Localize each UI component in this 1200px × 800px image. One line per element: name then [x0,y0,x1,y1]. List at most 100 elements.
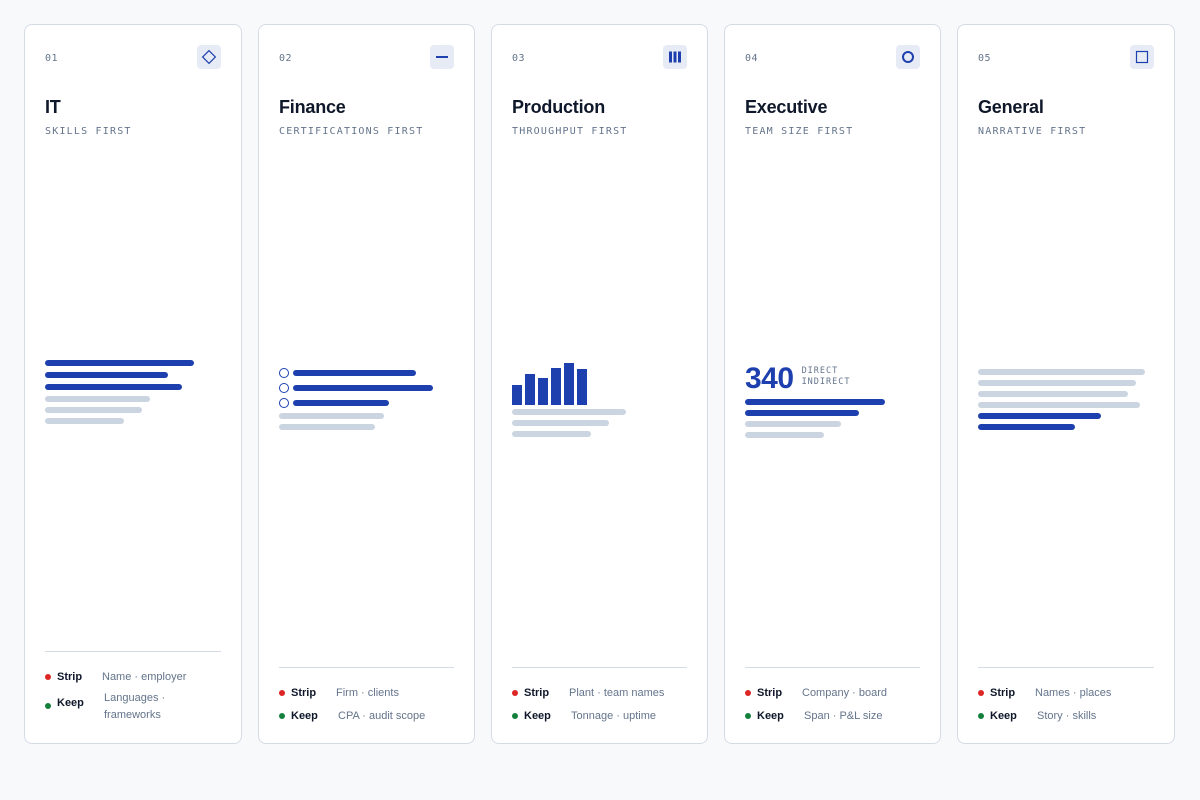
keep-value-line: Languages · [104,692,166,704]
strip-label: Strip [57,671,83,683]
metric-labels: DIRECT INDIRECT [802,366,851,388]
strip-label: Strip [524,687,550,699]
metric-label-indirect: INDIRECT [801,377,851,387]
bar [512,409,626,415]
card-finance[interactable]: 02 Finance CERTIFICATIONS FIRST Strip Fi… [258,24,475,744]
keep-value: Tonnage · uptime [571,710,656,722]
columns-icon [663,45,687,69]
keep-value-line: frameworks [104,709,161,721]
keep-dot-icon [512,713,518,719]
strip-dot-icon [45,674,51,680]
card-footer: Strip Firm · clients Keep CPA · audit sc… [279,667,454,724]
strip-value: Name · employer [102,671,187,683]
card-number: 04 [745,53,759,64]
strip-dot-icon [978,690,984,696]
strip-row: Strip Plant · team names [512,685,687,701]
strip-row: Strip Names · places [978,685,1154,701]
bar [745,399,885,405]
bar [279,424,375,430]
radio-circle-icon [279,398,289,408]
keep-dot-icon [978,713,984,719]
bar [293,385,433,391]
keep-value: Languages · frameworks [104,690,165,724]
radio-circle-icon [279,368,289,378]
column [577,369,587,405]
bar [978,380,1136,386]
team-size-visual: 340 DIRECT INDIRECT [745,364,920,443]
bar [745,432,824,438]
strip-value: Names · places [1035,687,1112,699]
card-footer: Strip Names · places Keep Story · skills [978,667,1154,724]
bar [45,407,142,413]
metric-label-direct: DIRECT [801,366,839,376]
card-executive[interactable]: 04 Executive TEAM SIZE FIRST 340 DIRECT … [724,24,941,744]
bar [512,431,591,437]
strip-label: Strip [291,687,317,699]
card-title: Executive [745,97,828,117]
card-it[interactable]: 01 IT SKILLS FIRST Strip Name · employer… [24,24,242,744]
keep-label: Keep [291,710,318,722]
skills-bars-visual [45,360,221,429]
card-footer: Strip Plant · team names Keep Tonnage · … [512,667,687,724]
card-row: 01 IT SKILLS FIRST Strip Name · employer… [24,24,1175,744]
card-general[interactable]: 05 General NARRATIVE FIRST Strip Names ·… [957,24,1175,744]
card-title: General [978,97,1044,117]
card-subtitle: CERTIFICATIONS FIRST [279,126,424,137]
card-subtitle: SKILLS FIRST [45,126,132,137]
strip-value: Firm · clients [336,687,399,699]
narrative-bars-visual [978,369,1154,436]
bar [978,391,1128,397]
strip-value: Plant · team names [569,687,665,699]
diamond-icon [197,45,221,69]
square-icon [1130,45,1154,69]
keep-label: Keep [990,710,1017,722]
bar [45,396,150,402]
keep-dot-icon [745,713,751,719]
card-production[interactable]: 03 Production THROUGHPUT FIRST Strip [491,24,708,744]
throughput-columns-visual [512,363,687,442]
bar [45,384,182,390]
bar [978,424,1075,430]
column [512,385,522,405]
card-subtitle: THROUGHPUT FIRST [512,126,628,137]
strip-dot-icon [512,690,518,696]
card-number: 01 [45,53,59,64]
card-subtitle: NARRATIVE FIRST [978,126,1087,137]
column [551,368,561,405]
checklist-item [279,398,454,408]
bar [45,418,124,424]
strip-label: Strip [757,687,783,699]
keep-row: Keep Tonnage · uptime [512,708,687,724]
strip-row: Strip Name · employer [45,669,221,685]
strip-row: Strip Firm · clients [279,685,454,701]
card-title: Production [512,97,605,117]
strip-row: Strip Company · board [745,685,920,701]
bar [745,421,841,427]
bar [45,360,194,366]
card-number: 05 [978,53,992,64]
bar [745,410,859,416]
card-footer: Strip Company · board Keep Span · P&L si… [745,667,920,724]
keep-label: Keep [524,710,551,722]
keep-value: Span · P&L size [804,710,883,722]
card-number: 03 [512,53,526,64]
checklist-item [279,368,454,378]
checklist-visual [279,368,454,435]
minus-icon [430,45,454,69]
strip-dot-icon [279,690,285,696]
card-title: Finance [279,97,346,117]
card-number: 02 [279,53,293,64]
keep-dot-icon [45,703,51,709]
checklist-item [279,383,454,393]
keep-row: Keep Story · skills [978,708,1154,724]
circle-icon [896,45,920,69]
keep-value: CPA · audit scope [338,710,426,722]
card-title: IT [45,97,61,117]
bar [512,420,609,426]
strip-value: Company · board [802,687,887,699]
keep-row: Keep CPA · audit scope [279,708,454,724]
bar [45,372,168,378]
card-subtitle: TEAM SIZE FIRST [745,126,854,137]
keep-label: Keep [757,710,784,722]
column [564,363,574,405]
